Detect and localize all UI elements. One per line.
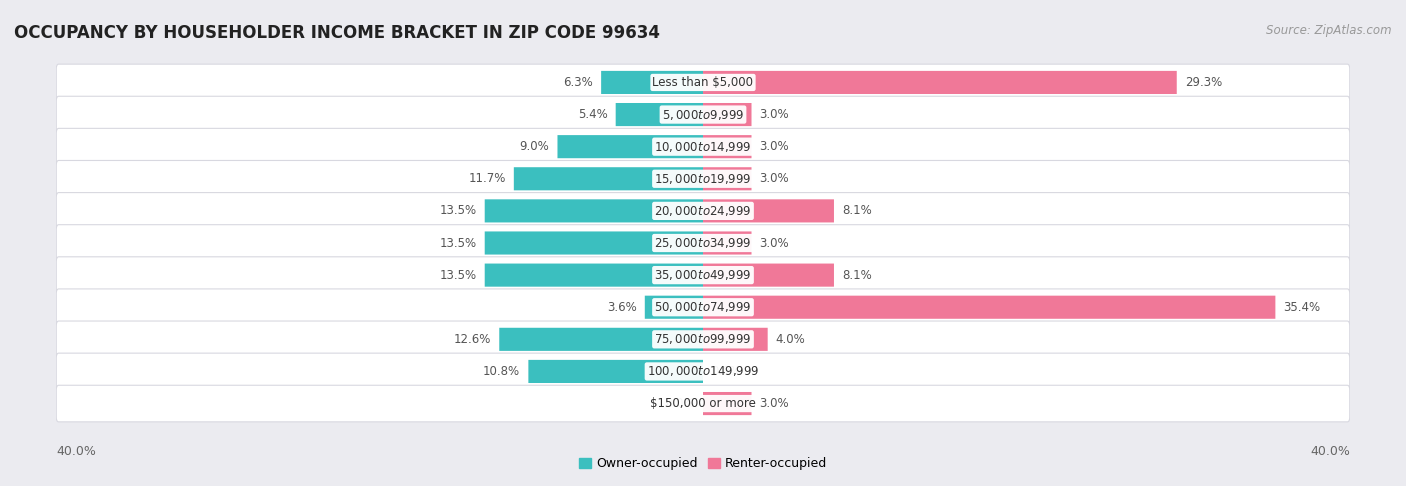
Text: $50,000 to $74,999: $50,000 to $74,999 (654, 300, 752, 314)
Text: 13.5%: 13.5% (440, 205, 477, 217)
FancyBboxPatch shape (703, 392, 752, 415)
Text: Source: ZipAtlas.com: Source: ZipAtlas.com (1267, 24, 1392, 37)
Legend: Owner-occupied, Renter-occupied: Owner-occupied, Renter-occupied (579, 457, 827, 470)
Text: OCCUPANCY BY HOUSEHOLDER INCOME BRACKET IN ZIP CODE 99634: OCCUPANCY BY HOUSEHOLDER INCOME BRACKET … (14, 24, 659, 42)
Text: Less than $5,000: Less than $5,000 (652, 76, 754, 89)
FancyBboxPatch shape (703, 103, 752, 126)
FancyBboxPatch shape (56, 192, 1350, 229)
Text: 13.5%: 13.5% (440, 269, 477, 281)
FancyBboxPatch shape (703, 71, 1177, 94)
FancyBboxPatch shape (703, 263, 834, 287)
FancyBboxPatch shape (513, 167, 703, 191)
FancyBboxPatch shape (499, 328, 703, 351)
FancyBboxPatch shape (645, 295, 703, 319)
Text: $5,000 to $9,999: $5,000 to $9,999 (662, 107, 744, 122)
Text: 3.0%: 3.0% (759, 140, 789, 153)
FancyBboxPatch shape (703, 199, 834, 223)
Text: $10,000 to $14,999: $10,000 to $14,999 (654, 139, 752, 154)
Text: 8.1%: 8.1% (842, 269, 872, 281)
Text: 5.4%: 5.4% (578, 108, 607, 121)
FancyBboxPatch shape (485, 263, 703, 287)
Text: 6.3%: 6.3% (564, 76, 593, 89)
Text: 0.0%: 0.0% (665, 397, 695, 410)
Text: 29.3%: 29.3% (1185, 76, 1222, 89)
FancyBboxPatch shape (703, 295, 1275, 319)
FancyBboxPatch shape (56, 353, 1350, 390)
Text: 3.0%: 3.0% (759, 397, 789, 410)
Text: 40.0%: 40.0% (1310, 446, 1350, 458)
Text: 3.0%: 3.0% (759, 108, 789, 121)
Text: 9.0%: 9.0% (520, 140, 550, 153)
FancyBboxPatch shape (56, 96, 1350, 133)
FancyBboxPatch shape (703, 135, 752, 158)
Text: 3.0%: 3.0% (759, 237, 789, 249)
FancyBboxPatch shape (56, 160, 1350, 197)
FancyBboxPatch shape (56, 321, 1350, 358)
Text: $35,000 to $49,999: $35,000 to $49,999 (654, 268, 752, 282)
Text: $100,000 to $149,999: $100,000 to $149,999 (647, 364, 759, 379)
FancyBboxPatch shape (602, 71, 703, 94)
Text: 8.1%: 8.1% (842, 205, 872, 217)
Text: 35.4%: 35.4% (1284, 301, 1320, 314)
FancyBboxPatch shape (56, 289, 1350, 326)
FancyBboxPatch shape (56, 225, 1350, 261)
Text: 13.5%: 13.5% (440, 237, 477, 249)
Text: 11.7%: 11.7% (468, 172, 506, 185)
Text: $20,000 to $24,999: $20,000 to $24,999 (654, 204, 752, 218)
Text: 10.8%: 10.8% (484, 365, 520, 378)
FancyBboxPatch shape (56, 128, 1350, 165)
FancyBboxPatch shape (558, 135, 703, 158)
Text: 3.0%: 3.0% (759, 172, 789, 185)
Text: 40.0%: 40.0% (56, 446, 96, 458)
Text: 3.6%: 3.6% (607, 301, 637, 314)
FancyBboxPatch shape (56, 257, 1350, 294)
Text: $75,000 to $99,999: $75,000 to $99,999 (654, 332, 752, 347)
Text: $15,000 to $19,999: $15,000 to $19,999 (654, 172, 752, 186)
Text: $25,000 to $34,999: $25,000 to $34,999 (654, 236, 752, 250)
FancyBboxPatch shape (56, 385, 1350, 422)
FancyBboxPatch shape (485, 199, 703, 223)
FancyBboxPatch shape (485, 231, 703, 255)
FancyBboxPatch shape (703, 167, 752, 191)
FancyBboxPatch shape (703, 231, 752, 255)
FancyBboxPatch shape (616, 103, 703, 126)
FancyBboxPatch shape (529, 360, 703, 383)
Text: $150,000 or more: $150,000 or more (650, 397, 756, 410)
Text: 12.6%: 12.6% (454, 333, 491, 346)
FancyBboxPatch shape (703, 328, 768, 351)
Text: 4.0%: 4.0% (776, 333, 806, 346)
Text: 0.0%: 0.0% (711, 365, 741, 378)
FancyBboxPatch shape (56, 64, 1350, 101)
